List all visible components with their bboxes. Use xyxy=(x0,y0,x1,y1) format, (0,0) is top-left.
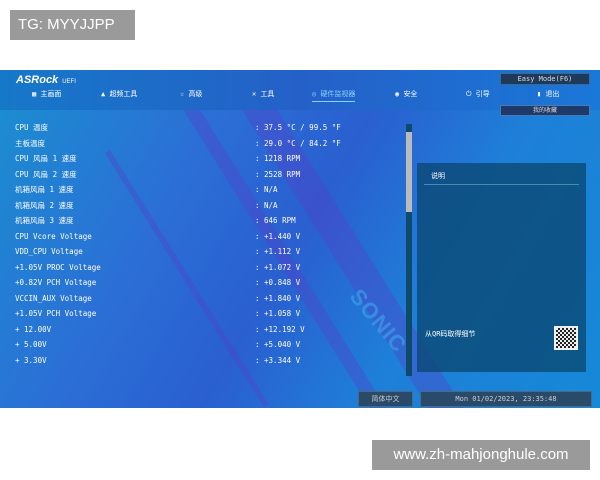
monitor-row[interactable]: 机箱风扇 3 速度 : 646 RPM xyxy=(15,215,305,227)
monitor-row[interactable]: 主板温度 : 29.0 °C / 84.2 °F xyxy=(15,138,341,150)
tab-main[interactable]: ▦ 主画面 xyxy=(32,90,62,98)
main-nav: ▦ 主画面 ▲ 超频工具 ☆ 高级 ✕ 工具 ◎ 硬件监视器 ◉ 安全 ⏻ 引导… xyxy=(0,89,600,103)
qr-hint: 从QR码取得细节 xyxy=(425,330,476,338)
monitor-row[interactable]: + 5.00V : +5.040 V xyxy=(15,339,305,351)
row-label: 主板温度 xyxy=(15,138,45,148)
watermark-top: TG: MYYJJPP xyxy=(10,10,135,40)
my-favorites-button[interactable]: 我的收藏 xyxy=(500,105,590,116)
row-value: : +12.192 V xyxy=(255,324,305,334)
row-value: : +3.344 V xyxy=(255,355,301,365)
monitor-row[interactable]: CPU 风扇 2 速度 : 2528 RPM xyxy=(15,169,305,181)
easy-mode-button[interactable]: Easy Mode(F6) xyxy=(500,73,590,85)
row-label: +1.05V PCH Voltage xyxy=(15,309,97,318)
scrollbar-thumb[interactable] xyxy=(406,132,412,212)
row-label: + 3.30V xyxy=(15,355,47,365)
monitor-row[interactable]: VCCIN_AUX Voltage : +1.840 V xyxy=(15,293,305,305)
tab-security[interactable]: ◉ 安全 xyxy=(395,90,418,98)
watermark-bottom: www.zh-mahjonghule.com xyxy=(372,440,590,470)
row-label: + 12.00V xyxy=(15,324,52,334)
row-label: CPU Vcore Voltage xyxy=(15,231,92,241)
header: ASRock UEFI Easy Mode(F6) ▦ 主画面 ▲ 超频工具 ☆ … xyxy=(0,70,600,110)
row-value: : +5.040 V xyxy=(255,340,301,349)
monitor-row[interactable]: 机箱风扇 2 速度 : N/A xyxy=(15,200,305,212)
monitor-row[interactable]: + 12.00V : +12.192 V xyxy=(15,324,305,336)
scrollbar[interactable] xyxy=(406,124,412,376)
panel-title: 说明 xyxy=(431,172,445,180)
monitor-row[interactable]: +0.82V PCH Voltage : +0.848 V xyxy=(15,277,305,289)
monitor-row[interactable]: CPU Vcore Voltage : +1.440 V xyxy=(15,231,305,243)
row-value: : N/A xyxy=(255,200,278,210)
row-value: : 1218 RPM xyxy=(255,154,301,163)
row-value: : N/A xyxy=(255,185,278,194)
row-value: : 646 RPM xyxy=(255,216,296,225)
row-label: 机箱风扇 2 速度 xyxy=(15,200,74,210)
bios-screen: SONIC ASRock UEFI Easy Mode(F6) ▦ 主画面 ▲ 超… xyxy=(0,70,600,408)
row-value: : +1.112 V xyxy=(255,247,301,256)
row-label: CPU 温度 xyxy=(15,123,49,132)
tab-tool[interactable]: ✕ 工具 xyxy=(252,90,275,98)
tab-hardware-monitor[interactable]: ◎ 硬件监视器 xyxy=(312,89,356,102)
divider xyxy=(424,184,579,185)
row-label: 机箱风扇 3 速度 xyxy=(15,216,74,225)
datetime-display[interactable]: Mon 01/02/2023, 23:35:48 xyxy=(420,391,592,407)
monitor-row[interactable]: + 3.30V : +3.344 V xyxy=(15,355,305,367)
monitor-row[interactable]: +1.05V PROC Voltage : +1.072 V xyxy=(15,262,305,274)
row-label: +1.05V PROC Voltage xyxy=(15,262,101,272)
row-label: +0.82V PCH Voltage xyxy=(15,278,97,287)
row-label: 机箱风扇 1 速度 xyxy=(15,185,74,194)
tab-boot[interactable]: ⏻ 引导 xyxy=(466,90,490,98)
tab-exit[interactable]: ▮ 退出 xyxy=(537,90,560,98)
tab-oc-tweaker[interactable]: ▲ 超频工具 xyxy=(101,90,138,98)
row-label: CPU 风扇 1 速度 xyxy=(15,154,77,163)
monitor-row[interactable]: CPU 温度 : 37.5 °C / 99.5 °F xyxy=(15,122,341,134)
tab-advanced[interactable]: ☆ 高级 xyxy=(180,90,203,98)
monitor-row[interactable]: CPU 风扇 1 速度 : 1218 RPM xyxy=(15,153,305,165)
row-value: : 37.5 °C / 99.5 °F xyxy=(255,123,341,132)
row-value: : +1.058 V xyxy=(255,309,301,318)
row-value: : +0.848 V xyxy=(255,278,301,287)
row-label: VDD_CPU Voltage xyxy=(15,247,83,256)
row-value: : 2528 RPM xyxy=(255,169,301,179)
description-panel: 说明 从QR码取得细节 xyxy=(417,163,586,372)
monitor-row[interactable]: VDD_CPU Voltage : +1.112 V xyxy=(15,246,305,258)
asrock-logo: ASRock UEFI xyxy=(16,74,76,86)
monitor-row[interactable]: +1.05V PCH Voltage : +1.058 V xyxy=(15,308,305,320)
row-label: VCCIN_AUX Voltage xyxy=(15,293,92,303)
row-value: : +1.072 V xyxy=(255,262,301,272)
row-value: : +1.440 V xyxy=(255,231,301,241)
qr-code xyxy=(554,326,578,350)
row-value: : +1.840 V xyxy=(255,293,301,303)
language-button[interactable]: 简体中文 xyxy=(358,391,413,407)
monitor-row[interactable]: 机箱风扇 1 速度 : N/A xyxy=(15,184,305,196)
row-label: CPU 风扇 2 速度 xyxy=(15,169,77,179)
row-label: + 5.00V xyxy=(15,340,47,349)
row-value: : 29.0 °C / 84.2 °F xyxy=(255,138,341,148)
